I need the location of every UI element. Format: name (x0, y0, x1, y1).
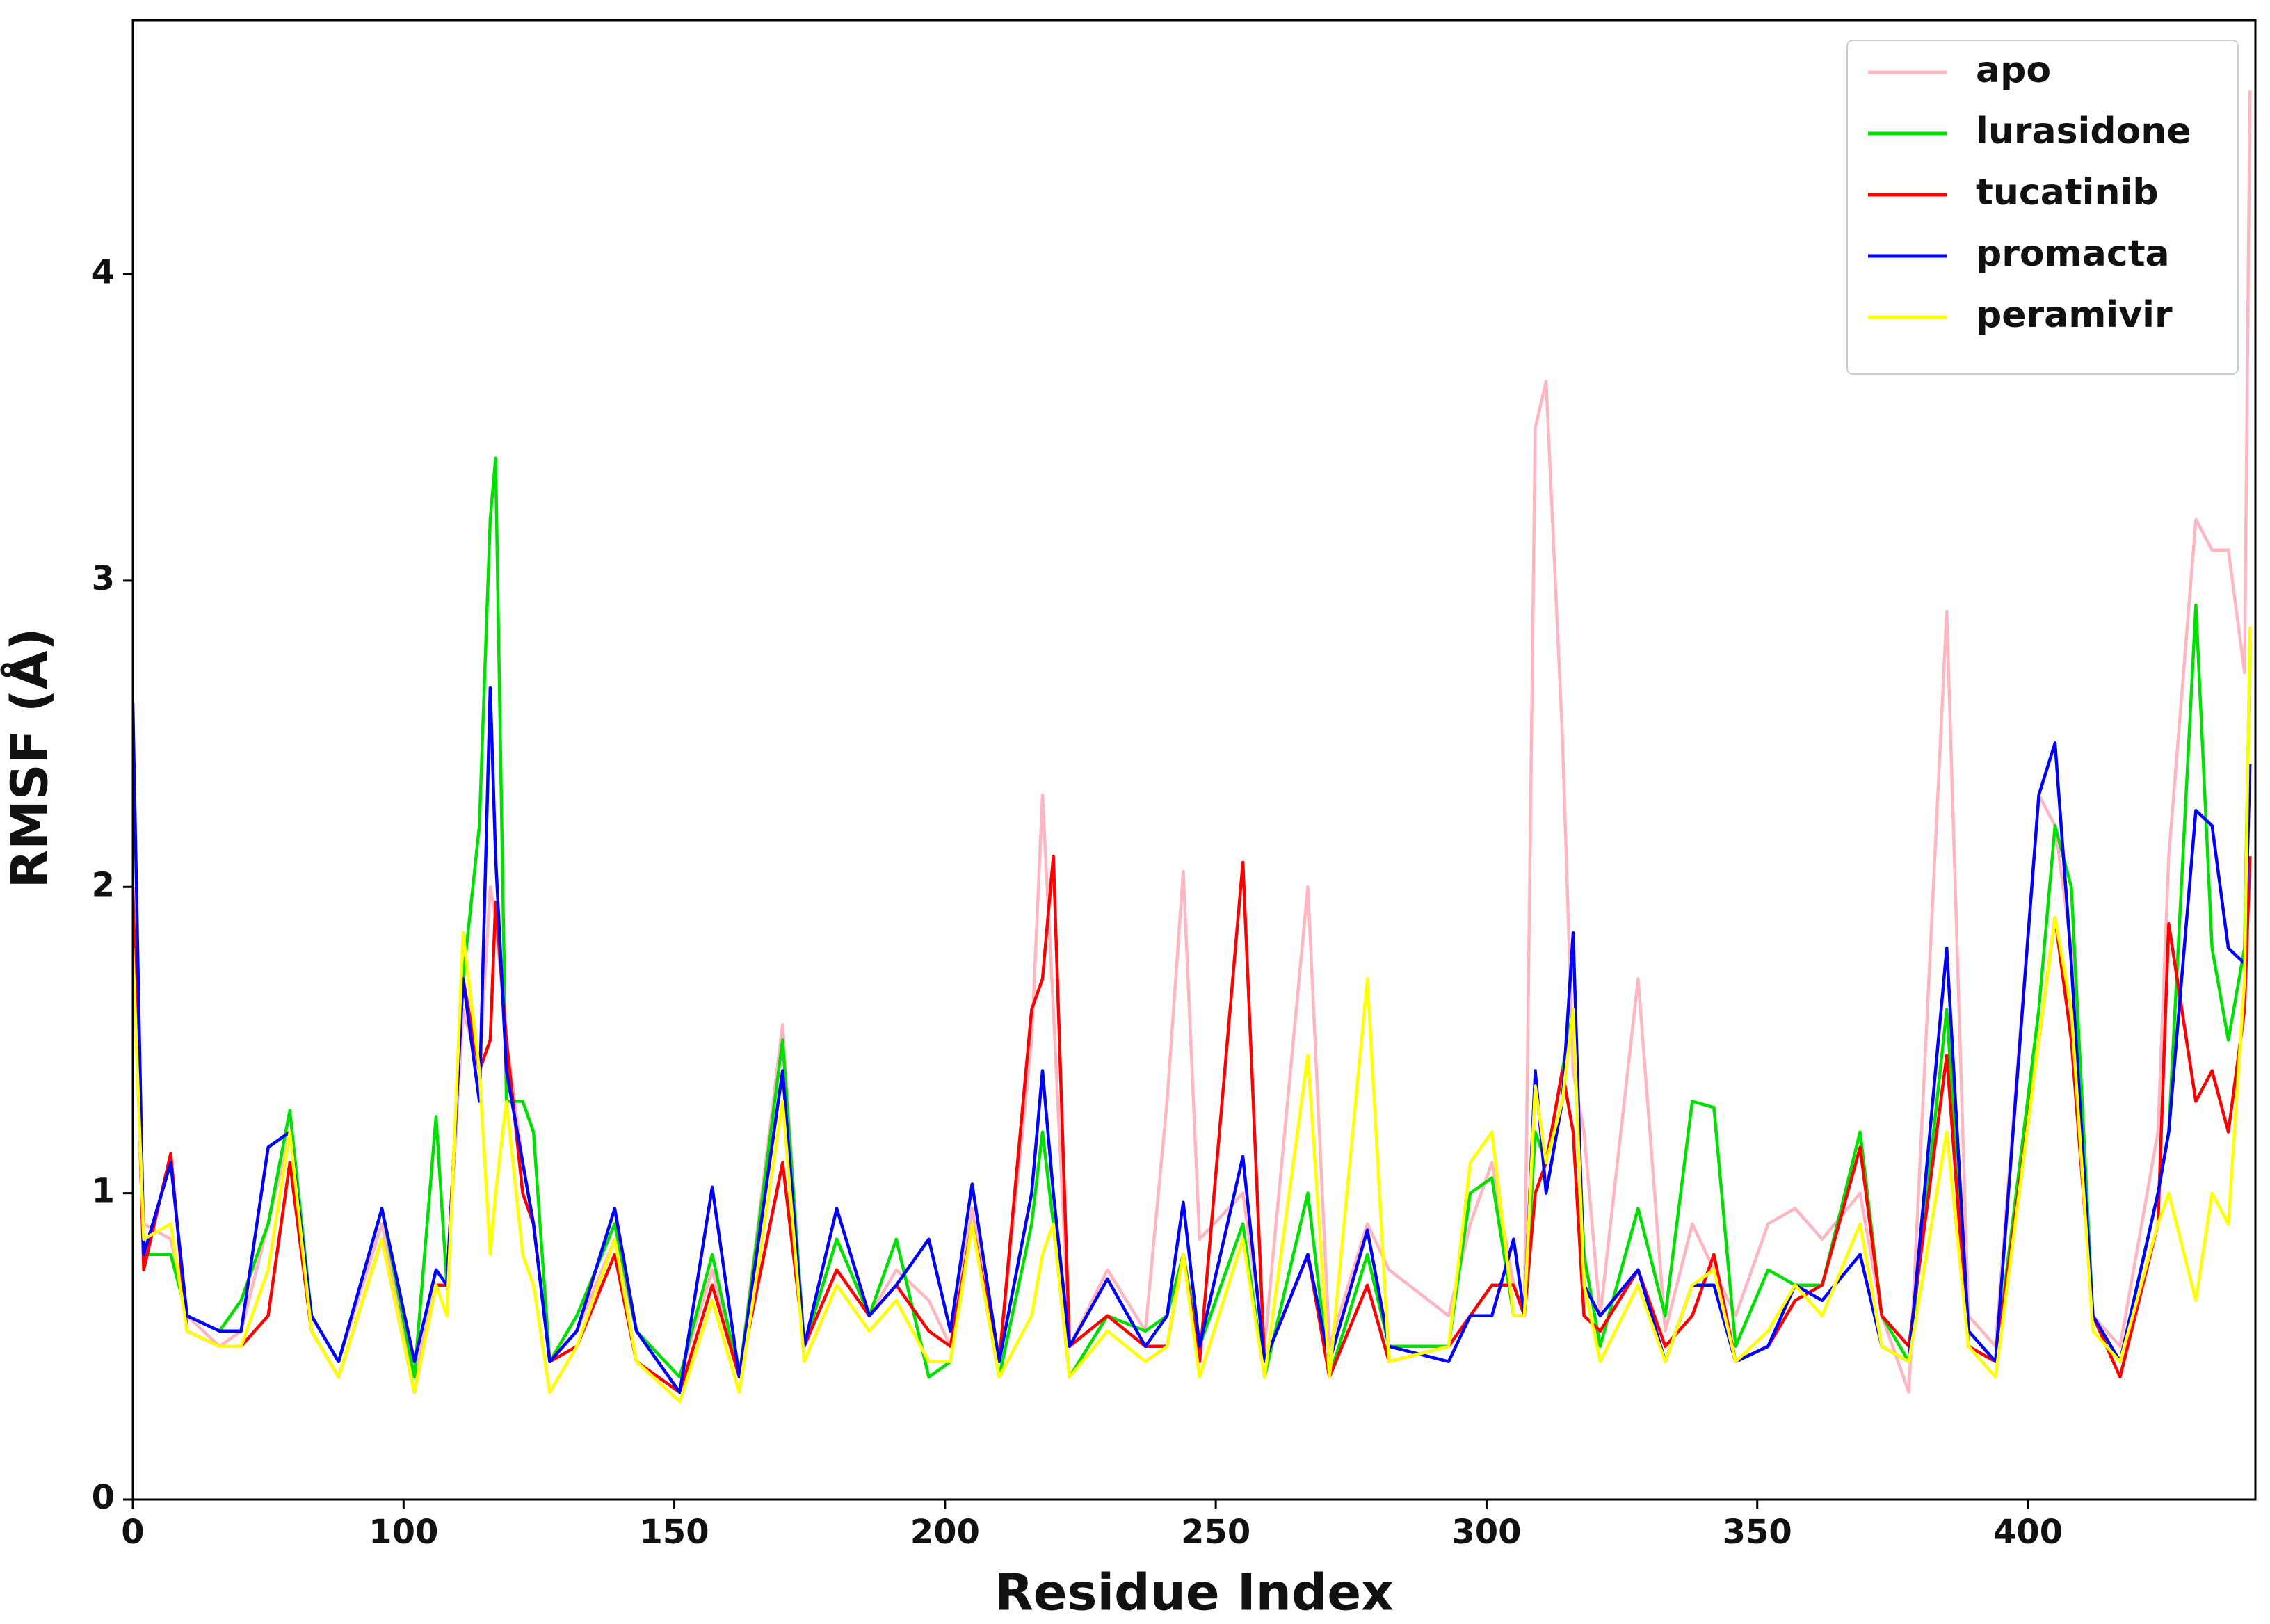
y-tick-label: 1 (92, 1172, 115, 1211)
legend-box (1846, 40, 2239, 375)
plot-frame (131, 19, 2257, 1501)
y-tick-label: 3 (92, 559, 115, 598)
x-axis-label: Residue Index (995, 1563, 1393, 1622)
y-tick-label: 4 (92, 253, 115, 292)
legend-label: apo (1976, 49, 2051, 91)
x-tick-label: 250 (1181, 1513, 1250, 1552)
y-tick-label: 0 (92, 1478, 115, 1517)
series-line (133, 626, 2252, 1404)
x-tick-label: 200 (910, 1513, 980, 1552)
legend-label: promacta (1976, 233, 2170, 275)
x-tick-label: 100 (369, 1513, 438, 1552)
legend-label: lurasidone (1976, 111, 2191, 152)
x-tick-label: 150 (639, 1513, 709, 1552)
x-tick-label: 0 (121, 1513, 144, 1552)
y-tick-label: 2 (92, 865, 115, 904)
legend-label: tucatinib (1976, 172, 2159, 214)
x-tick-label: 400 (1993, 1513, 2063, 1552)
x-tick-label: 350 (1723, 1513, 1792, 1552)
series-line (133, 686, 2252, 1394)
y-axis-label: RMSF (Å) (1, 628, 59, 889)
x-tick-label: 300 (1451, 1513, 1521, 1552)
legend-label: peramivir (1976, 294, 2173, 336)
